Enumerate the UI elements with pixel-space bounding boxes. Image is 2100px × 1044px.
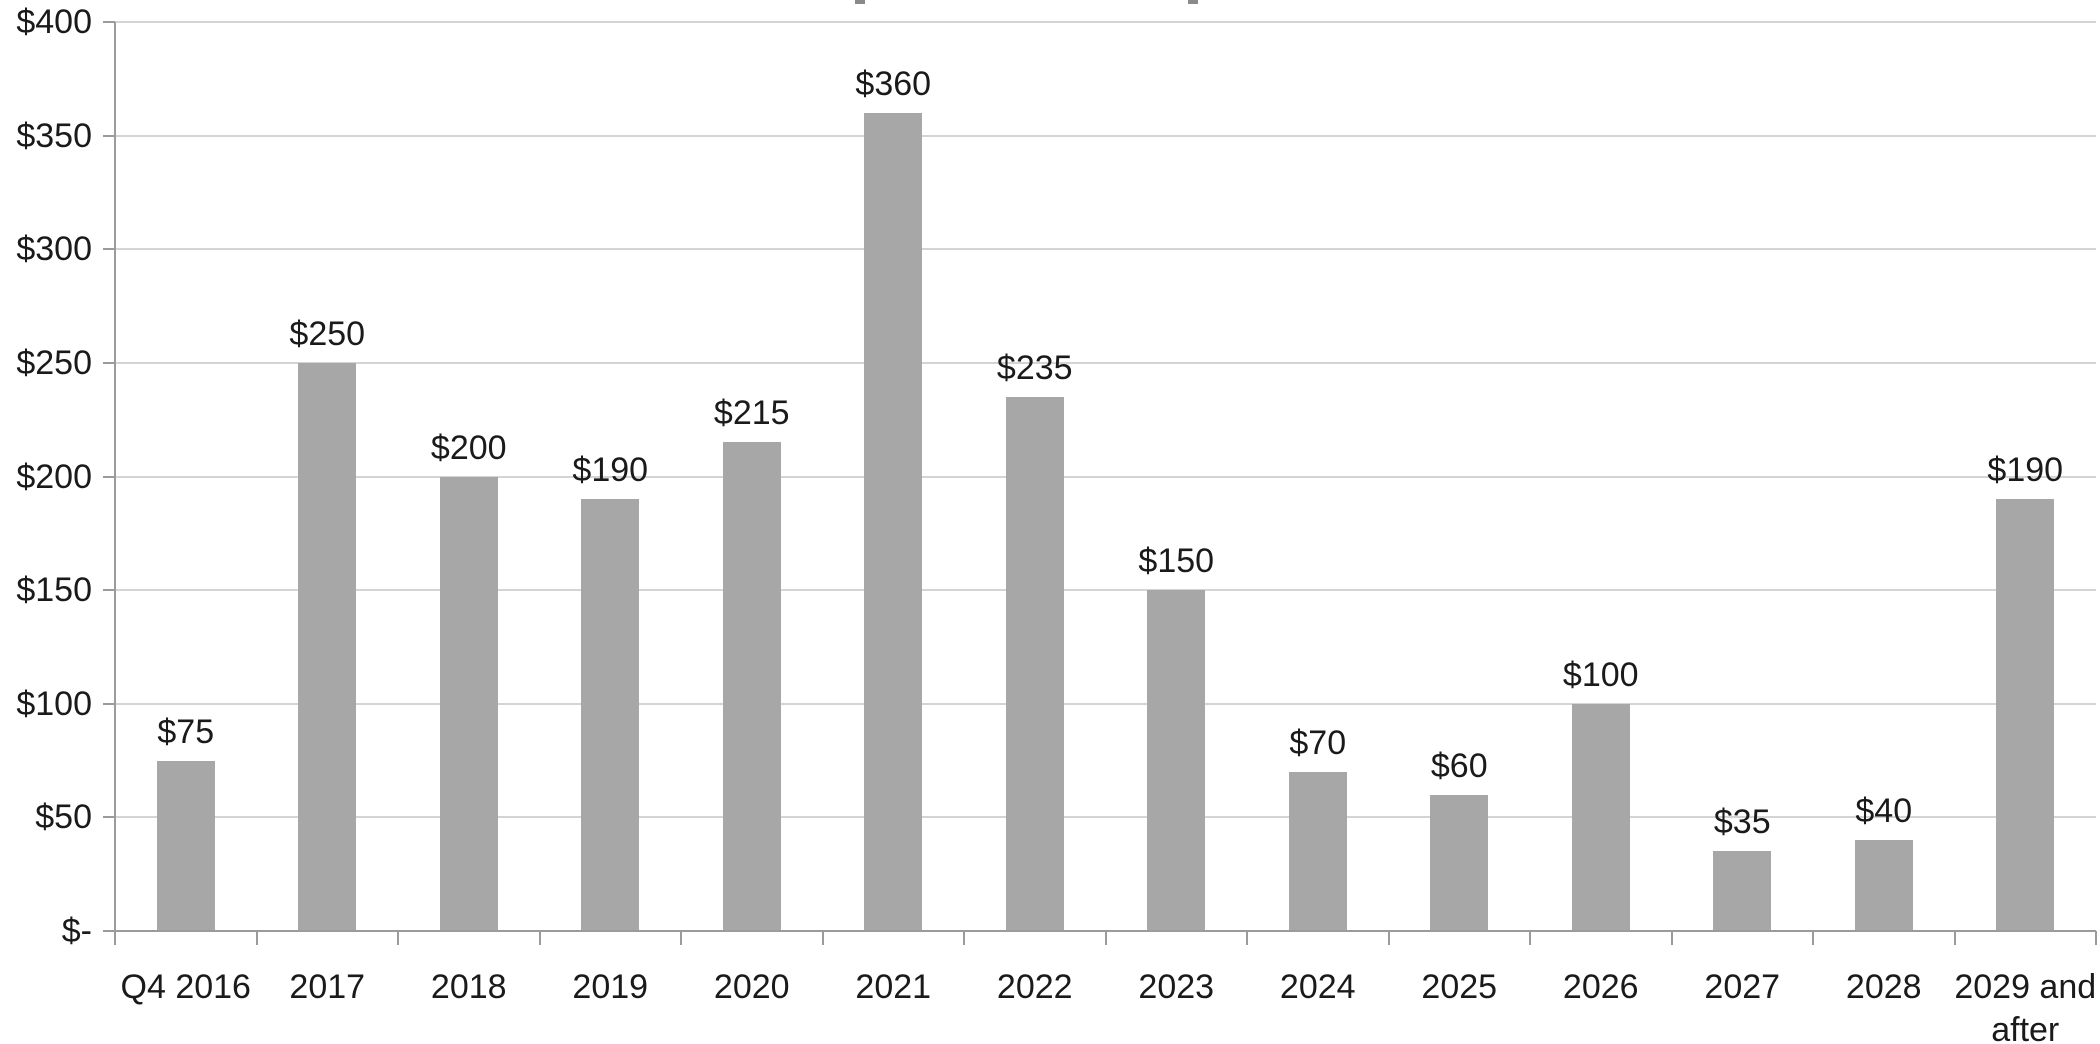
bar-value-label: $360 — [855, 64, 932, 103]
x-axis-category-label: 2021 — [855, 968, 932, 1006]
gridline — [115, 702, 2096, 705]
y-axis-line — [114, 22, 116, 931]
y-axis-tick-label: $200 — [16, 457, 92, 496]
bar — [156, 760, 215, 931]
x-axis-category-label: 2029 and after — [1954, 968, 2097, 1044]
x-axis-tick — [1953, 931, 1956, 945]
x-axis-category-label: 2017 — [289, 968, 366, 1006]
bar-value-label: $60 — [1430, 746, 1488, 785]
y-axis-tick — [103, 475, 115, 478]
bar — [1288, 771, 1347, 931]
x-axis-tick — [963, 931, 965, 945]
x-axis-category-label: 2024 — [1279, 968, 1356, 1006]
y-axis-tick — [103, 816, 115, 819]
bar-value-label: $75 — [157, 712, 215, 751]
x-axis-tick — [114, 931, 116, 945]
bar-value-label: $40 — [1855, 792, 1913, 831]
x-axis-tick — [1104, 931, 1107, 945]
y-axis-tick — [103, 248, 115, 251]
y-axis-tick-label: $- — [61, 912, 92, 950]
bar-value-label: $35 — [1713, 803, 1771, 842]
x-axis-tick — [1246, 931, 1248, 945]
bar — [1713, 851, 1772, 931]
y-axis-tick-label: $100 — [16, 684, 92, 723]
gridline — [115, 134, 2096, 137]
x-axis-category-label: 2025 — [1421, 968, 1498, 1006]
bar-value-label: $190 — [1987, 451, 2064, 490]
clipped-title-fragment — [855, 0, 865, 4]
x-axis-category-label: 2026 — [1562, 968, 1639, 1006]
x-axis-tick — [397, 931, 399, 945]
bar-value-label: $235 — [996, 348, 1073, 387]
bar-value-label: $150 — [1138, 542, 1215, 581]
bar — [1571, 703, 1630, 931]
bar — [1430, 794, 1489, 931]
y-axis-tick-label: $150 — [16, 571, 92, 610]
y-axis-tick — [103, 361, 115, 364]
y-axis-tick — [103, 702, 115, 705]
bar — [581, 499, 640, 931]
y-axis-tick-label: $300 — [16, 230, 92, 269]
y-axis-tick-label: $50 — [35, 798, 92, 837]
x-axis-tick — [255, 931, 258, 945]
x-axis-category-label: 2022 — [996, 968, 1073, 1006]
x-axis-category-label: Q4 2016 — [120, 968, 251, 1006]
bar — [1996, 499, 2055, 931]
gridline — [115, 475, 2096, 478]
bar-value-label: $190 — [572, 451, 649, 490]
x-axis-tick — [1670, 931, 1673, 945]
gridline — [115, 361, 2096, 364]
y-axis-tick-label: $250 — [16, 343, 92, 382]
clipped-title-fragment — [1188, 0, 1198, 4]
x-axis-category-label: 2023 — [1138, 968, 1215, 1006]
gridline — [115, 21, 2096, 23]
x-axis-tick — [821, 931, 824, 945]
x-axis-tick — [1529, 931, 1531, 945]
x-axis-category-label: 2020 — [713, 968, 790, 1006]
bar — [298, 362, 357, 931]
bar-value-label: $250 — [289, 314, 366, 353]
x-axis-tick — [2095, 931, 2097, 945]
x-axis-category-label: 2019 — [572, 968, 649, 1006]
x-axis-tick — [1387, 931, 1390, 945]
gridline — [115, 248, 2096, 251]
gridline — [115, 589, 2096, 592]
bar — [1005, 396, 1064, 931]
y-axis-tick — [103, 21, 115, 23]
bar — [439, 476, 498, 931]
bar — [864, 112, 923, 931]
bar-value-label: $200 — [430, 428, 507, 467]
x-axis-tick — [538, 931, 541, 945]
y-axis-tick — [103, 134, 115, 137]
y-axis-tick-label: $350 — [16, 116, 92, 155]
bar — [1147, 590, 1206, 931]
x-axis-tick — [1812, 931, 1814, 945]
bar — [1854, 840, 1913, 931]
y-axis-tick — [103, 930, 115, 932]
x-axis-category-label: 2018 — [430, 968, 507, 1006]
x-axis-category-label: 2028 — [1845, 968, 1922, 1006]
x-axis-tick — [680, 931, 682, 945]
bar-value-label: $215 — [713, 394, 790, 433]
bar-value-label: $100 — [1562, 655, 1639, 694]
y-axis-tick — [103, 589, 115, 592]
bar-value-label: $70 — [1289, 723, 1347, 762]
y-axis-tick-label: $400 — [16, 3, 92, 41]
gridline — [115, 816, 2096, 819]
x-axis-line — [115, 930, 2096, 932]
bar — [722, 442, 781, 931]
x-axis-category-label: 2027 — [1704, 968, 1781, 1006]
